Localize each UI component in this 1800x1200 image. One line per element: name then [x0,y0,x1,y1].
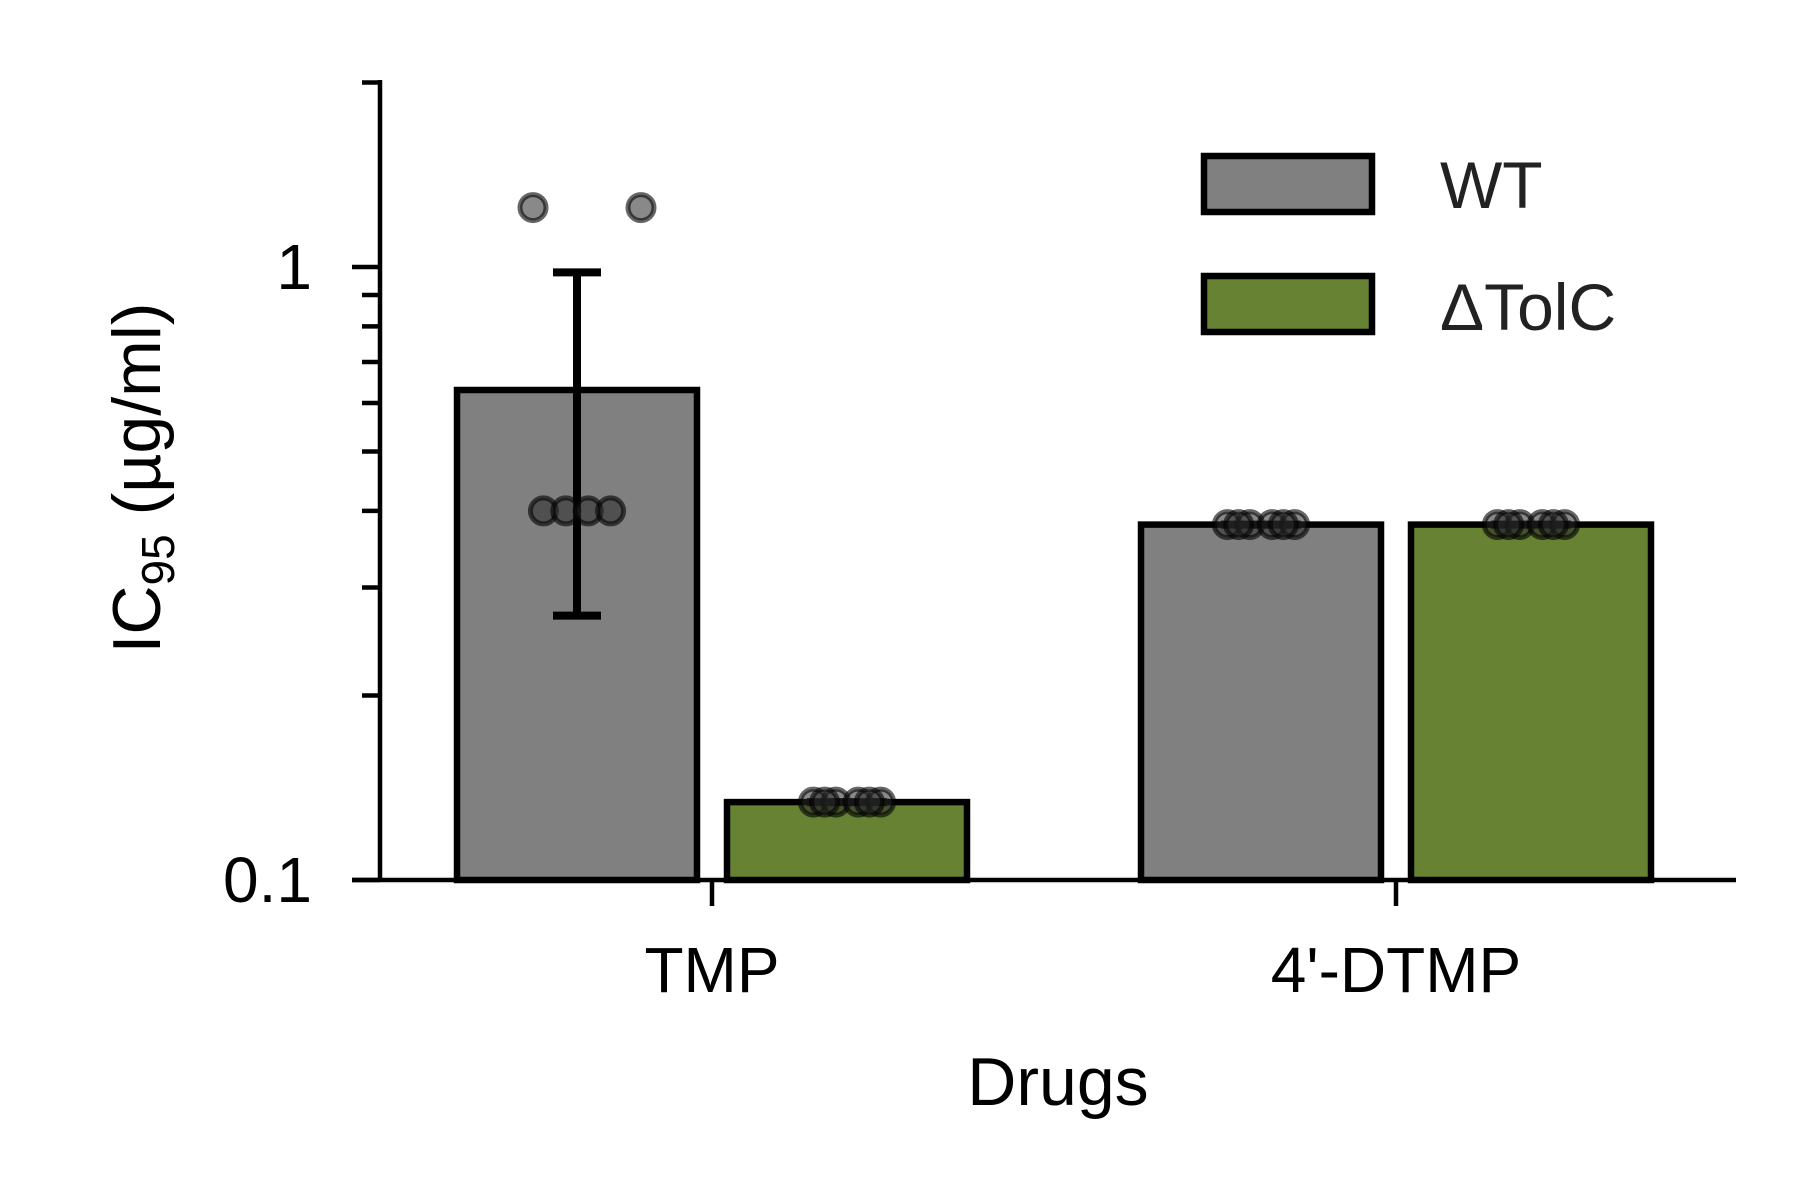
bars-layer [453,386,1655,884]
x-tick-label: TMP [644,934,779,1006]
data-point-TMP-ΔTolC-5 [853,786,885,818]
x-tick-label: 4'-DTMP [1271,934,1521,1006]
bar-4'-DTMP-WT [1137,521,1385,884]
data-point-TMP-WT-5 [595,495,627,527]
y-axis-title-main: IC [99,586,175,654]
y-axis-title-subscript: 95 [132,534,184,585]
x-axis-title: Drugs [967,1044,1148,1120]
y-ticks-layer: 0.11 [223,80,380,916]
data-point-TMP-ΔTolC-4 [809,786,841,818]
legend-swatch-wt [1200,152,1376,216]
data-point-4'-DTMP-WT-5 [1267,509,1299,541]
data-point-4'-DTMP-WT-4 [1223,509,1255,541]
x-ticks-layer: TMP 4'-DTMP [644,880,1521,1006]
bar-4'-DTMP-ΔTolC [1407,521,1655,884]
data-point-4'-DTMP-ΔTolC-4 [1493,509,1525,541]
legend: WT ΔTolC [1200,148,1616,344]
y-axis-title: IC95 (µg/ml) [99,303,184,654]
data-point-TMP-WT-1 [625,192,657,224]
data-points-layer [517,192,1581,818]
legend-label-tolc: ΔTolC [1440,270,1616,344]
y-axis-title-unit: (µg/ml) [99,303,175,535]
legend-swatch-tolc [1200,272,1376,336]
bar-TMP-ΔTolC [723,798,971,884]
y-tick-label: 1 [276,231,312,303]
y-tick-label: 0.1 [223,844,312,916]
data-point-TMP-WT-0 [517,192,549,224]
data-point-4'-DTMP-ΔTolC-5 [1537,509,1569,541]
legend-label-wt: WT [1440,148,1543,222]
